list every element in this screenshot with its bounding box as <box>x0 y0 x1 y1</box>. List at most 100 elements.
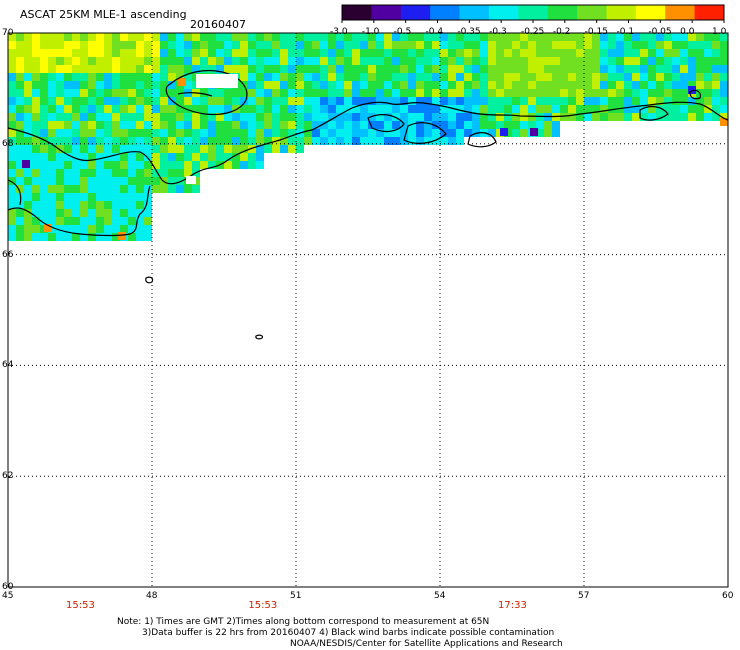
swath-cell <box>384 81 392 89</box>
swath-cell <box>584 33 592 41</box>
swath-cell <box>416 41 424 49</box>
swath-cell <box>568 105 576 113</box>
swath-cell <box>720 41 728 49</box>
swath-cell <box>632 49 640 57</box>
swath-cell <box>48 185 56 193</box>
swath-cell <box>256 137 264 145</box>
swath-cell <box>488 113 496 121</box>
swath-cell <box>96 89 104 97</box>
swath-cell <box>424 49 432 57</box>
swath-cell <box>392 137 400 145</box>
swath-cell <box>72 185 80 193</box>
swath-cell <box>344 113 352 121</box>
swath-cell <box>264 137 272 145</box>
swath-cell <box>200 49 208 57</box>
swath-cell <box>344 89 352 97</box>
swath-cell <box>400 89 408 97</box>
swath-cell <box>320 97 328 105</box>
swath-cell <box>664 113 672 121</box>
swath-cell <box>16 185 24 193</box>
swath-cell <box>528 73 536 81</box>
swath-cell <box>32 193 40 201</box>
swath-cell <box>264 41 272 49</box>
swath-cell <box>504 73 512 81</box>
swath-cell <box>312 81 320 89</box>
swath-cell <box>208 65 216 73</box>
swath-cell <box>384 57 392 65</box>
swath-cell <box>88 137 96 145</box>
swath-cell <box>96 153 104 161</box>
swath-cell <box>616 113 624 121</box>
swath-cell <box>178 78 186 86</box>
swath-cell <box>440 33 448 41</box>
swath-cell <box>328 33 336 41</box>
swath-cell <box>160 105 168 113</box>
swath-cell <box>608 81 616 89</box>
swath-cell <box>352 105 360 113</box>
swath-cell <box>152 145 160 153</box>
lon-label: 54 <box>434 591 446 601</box>
swath-cell <box>72 57 80 65</box>
swath-cell <box>136 209 144 217</box>
swath-cell <box>616 65 624 73</box>
swath-cell <box>288 129 296 137</box>
swath-cell <box>688 113 696 121</box>
swath-cell <box>40 177 48 185</box>
swath-cell <box>480 57 488 65</box>
swath-cell <box>488 81 496 89</box>
swath-cell <box>632 73 640 81</box>
swath-cell <box>344 129 352 137</box>
swath-cell <box>136 225 144 233</box>
swath-cell <box>32 153 40 161</box>
swath-cell <box>448 129 456 137</box>
swath-cell <box>16 81 24 89</box>
swath-cell <box>40 65 48 73</box>
swath-cell <box>504 57 512 65</box>
swath-cell <box>128 121 136 129</box>
swath-cell <box>80 49 88 57</box>
swath-cell <box>128 145 136 153</box>
swath-cell <box>392 129 400 137</box>
swath-cell <box>288 73 296 81</box>
swath-cell <box>352 121 360 129</box>
swath-cell <box>608 57 616 65</box>
swath-cell <box>192 105 200 113</box>
swath-cell <box>368 89 376 97</box>
swath-cell <box>96 161 104 169</box>
swath-cell <box>288 145 296 153</box>
swath-cell <box>160 89 168 97</box>
swath-cell <box>192 113 200 121</box>
swath-cell <box>336 49 344 57</box>
swath-cell <box>40 57 48 65</box>
swath-cell <box>656 105 664 113</box>
swath-cell <box>680 73 688 81</box>
swath-cell <box>520 89 528 97</box>
swath-cell <box>600 105 608 113</box>
swath-cell <box>368 105 376 113</box>
swath-cell <box>112 185 120 193</box>
swath-cell <box>48 137 56 145</box>
swath-cell <box>616 33 624 41</box>
swath-cell <box>688 81 696 89</box>
swath-cell <box>128 185 136 193</box>
swath-cell <box>496 97 504 105</box>
swath-cell <box>8 49 16 57</box>
swath-cell <box>64 201 72 209</box>
swath-cell <box>336 65 344 73</box>
swath-cell <box>64 233 72 241</box>
swath-cell <box>448 89 456 97</box>
swath-cell <box>136 57 144 65</box>
swath-cell <box>40 113 48 121</box>
swath-cell <box>664 49 672 57</box>
swath-cell <box>64 33 72 41</box>
swath-cell <box>320 137 328 145</box>
swath-cell <box>8 57 16 65</box>
swath-cell <box>456 129 464 137</box>
swath-cell <box>8 209 16 217</box>
swath-cell <box>328 89 336 97</box>
swath-cell <box>264 33 272 41</box>
swath-cell <box>296 65 304 73</box>
swath-cell <box>120 153 128 161</box>
swath-cell <box>472 73 480 81</box>
swath-cell <box>632 65 640 73</box>
